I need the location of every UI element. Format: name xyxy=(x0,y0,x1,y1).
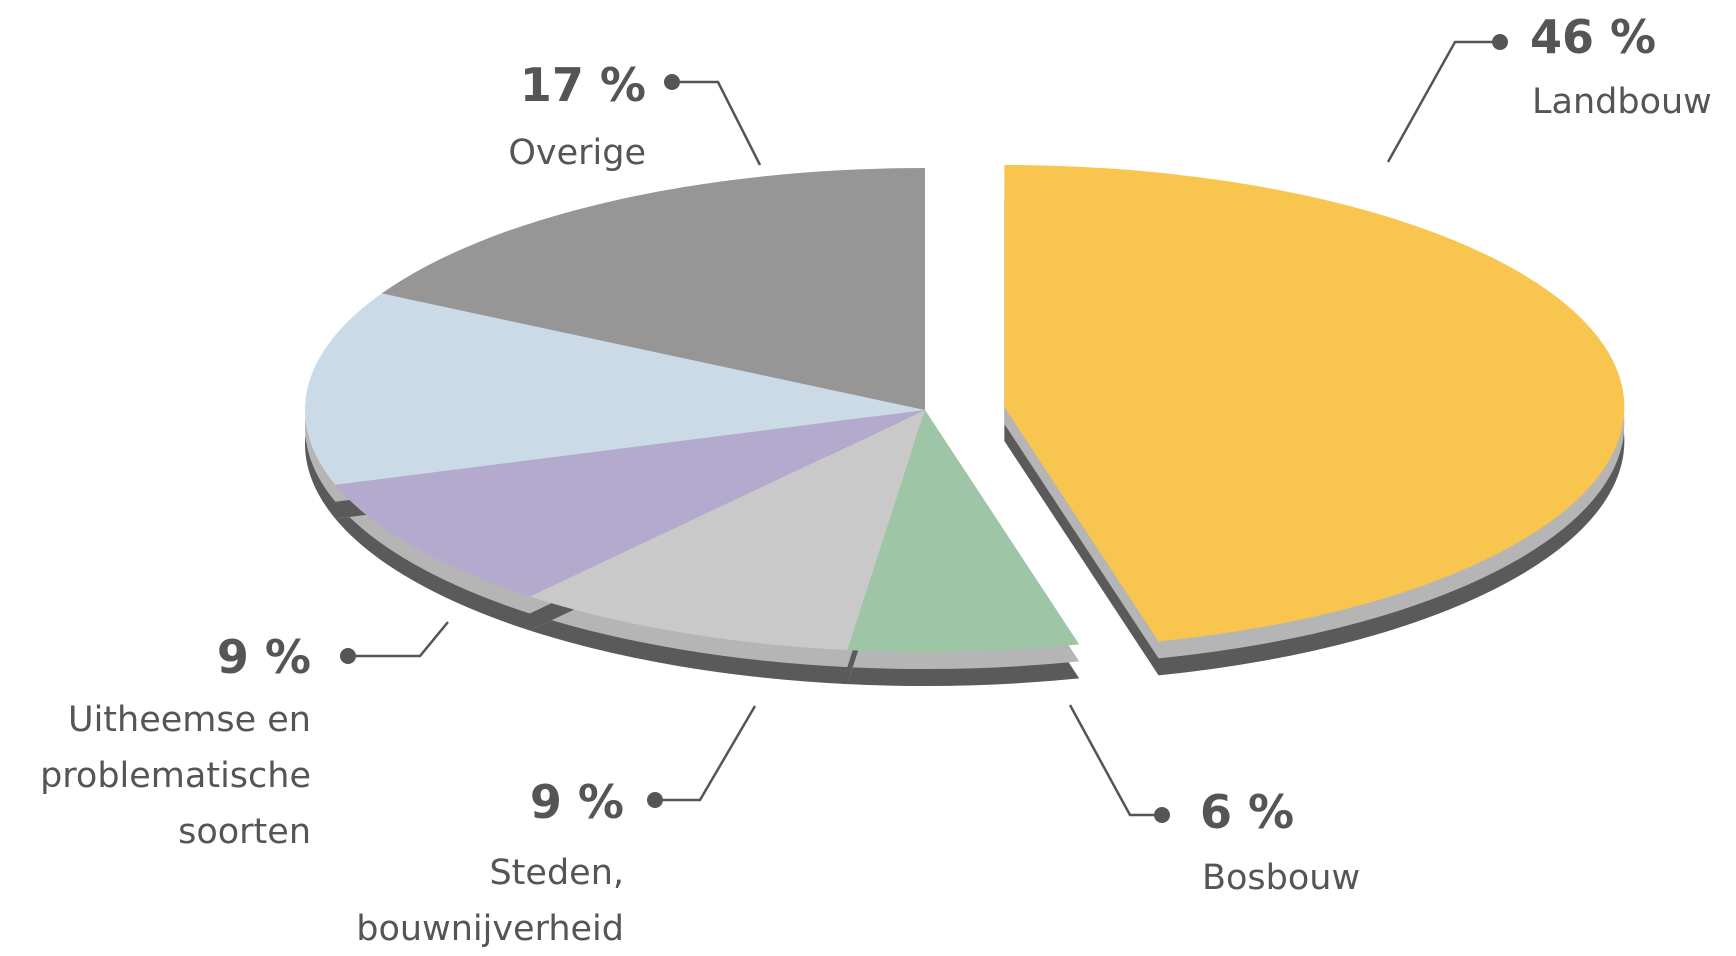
leader-line xyxy=(1386,40,1500,163)
leader-line xyxy=(1068,704,1160,817)
slice xyxy=(381,168,926,410)
value-label: 9 % xyxy=(529,775,624,829)
value-label: 9 % xyxy=(216,630,311,684)
value-label: 6 % xyxy=(1200,785,1295,839)
leader-line xyxy=(680,80,762,166)
leader-line xyxy=(660,705,757,802)
leader-line xyxy=(350,621,449,658)
slice xyxy=(847,410,1080,652)
leader-dot xyxy=(340,648,356,664)
leader-dot xyxy=(1492,34,1508,50)
leader-dot xyxy=(647,792,663,808)
slice xyxy=(529,410,925,651)
slice xyxy=(335,410,925,597)
slice xyxy=(305,293,925,485)
slice xyxy=(1004,164,1625,642)
pie xyxy=(305,164,1625,686)
leader-dot xyxy=(664,74,680,90)
category-label: Steden, bouwnijverheid xyxy=(356,853,624,949)
category-label: Uitheemse en problematische soorten xyxy=(40,700,311,852)
category-label: Bosbouw xyxy=(1202,858,1361,898)
category-label: Landbouw xyxy=(1532,82,1712,122)
value-label: 17 % xyxy=(519,58,646,112)
leader-lines xyxy=(350,40,1500,817)
category-label: Overige xyxy=(508,133,646,173)
leader-dot xyxy=(1154,807,1170,823)
value-label: 46 % xyxy=(1530,10,1657,64)
leader-dots xyxy=(340,34,1508,823)
